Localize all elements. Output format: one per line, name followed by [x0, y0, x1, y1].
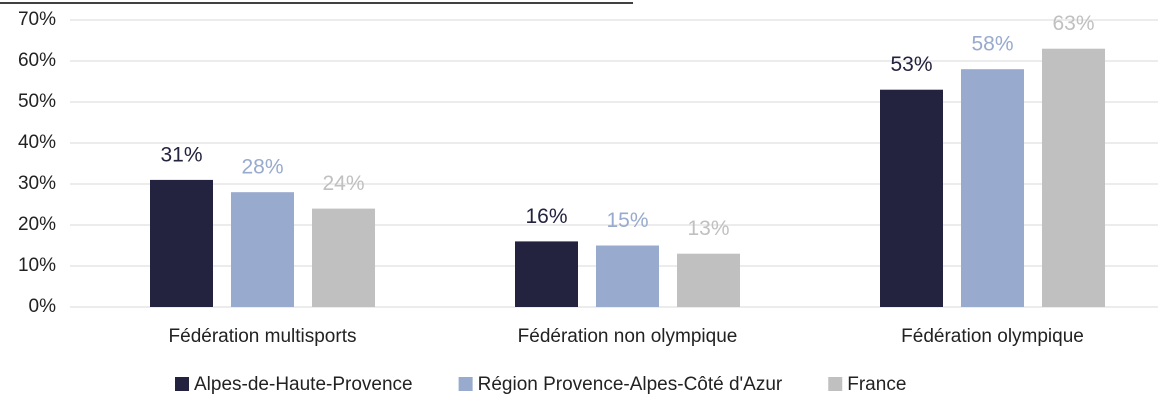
legend-label: Région Provence-Alpes-Côté d'Azur [478, 374, 783, 395]
bar [596, 245, 659, 307]
y-tick-label: 10% [18, 255, 56, 276]
data-label: 24% [322, 172, 364, 195]
data-label: 13% [687, 217, 729, 240]
legend-swatch [175, 377, 189, 391]
y-tick-label: 0% [29, 296, 57, 317]
legend-swatch [458, 377, 473, 391]
data-label: 15% [606, 209, 648, 232]
y-tick-label: 20% [18, 214, 56, 235]
data-label: 58% [971, 33, 1013, 56]
data-label: 31% [160, 143, 202, 166]
legend-label: Alpes-de-Haute-Provence [194, 374, 413, 395]
bar [880, 89, 943, 307]
legend-label: France [847, 374, 906, 395]
bar [231, 192, 294, 307]
bar [515, 241, 578, 307]
x-tick-label: Fédération multisports [169, 326, 357, 347]
data-label: 63% [1052, 12, 1094, 35]
data-label: 16% [525, 205, 567, 228]
y-tick-label: 50% [18, 91, 56, 112]
bar [312, 208, 375, 307]
data-label: 53% [890, 53, 932, 76]
y-tick-label: 60% [18, 50, 56, 71]
x-tick-label: Fédération olympique [901, 326, 1084, 347]
legend-swatch [828, 377, 843, 391]
bar [961, 69, 1024, 307]
bar [1042, 48, 1105, 307]
y-tick-label: 30% [18, 173, 56, 194]
bar [150, 179, 213, 307]
bar [677, 253, 740, 307]
data-label: 28% [241, 156, 283, 179]
y-tick-label: 70% [18, 9, 56, 30]
x-tick-label: Fédération non olympique [518, 326, 738, 347]
y-tick-label: 40% [18, 132, 56, 153]
